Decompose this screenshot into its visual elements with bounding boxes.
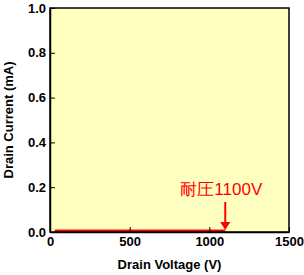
plot-background — [50, 8, 289, 232]
tick-label: 0 — [47, 234, 54, 249]
annotation-arrowhead — [220, 222, 230, 230]
tick: 500 — [119, 227, 141, 249]
annotation-text: 耐圧1100V — [180, 180, 263, 199]
tick-label: 0.4 — [28, 135, 47, 150]
y-axis: 0.0 0.2 0.4 0.6 0.8 1.0 — [28, 1, 55, 240]
data-layer — [55, 230, 225, 231]
x-axis-title: Drain Voltage (V) — [118, 257, 222, 272]
tick: 0.6 — [28, 90, 55, 105]
tick-label: 500 — [119, 234, 141, 249]
y-axis-title: Drain Current (mA) — [1, 61, 16, 178]
tick: 1000 — [195, 227, 224, 249]
plot-frame — [50, 8, 289, 232]
tick-label: 0.0 — [28, 225, 46, 240]
plot: 0 500 1000 1500 0.0 0.2 0.4 0.6 0.8 1.0 — [28, 1, 304, 250]
tick-label: 1.0 — [28, 1, 46, 16]
tick-label: 1000 — [195, 234, 224, 249]
annotation: 耐圧1100V — [180, 180, 263, 230]
tick: 0.2 — [28, 180, 55, 195]
tick-label: 0.2 — [28, 180, 46, 195]
tick-label: 1500 — [275, 234, 304, 249]
tick: 0.4 — [28, 135, 55, 150]
tick-label: 0.8 — [28, 45, 46, 60]
chart: 0 500 1000 1500 0.0 0.2 0.4 0.6 0.8 1.0 Drain Volt… — [0, 0, 304, 275]
annotation-arrow — [224, 202, 226, 224]
tick: 0.8 — [28, 45, 55, 60]
x-axis: 0 500 1000 1500 — [47, 227, 304, 249]
tick-label: 0.6 — [28, 90, 46, 105]
